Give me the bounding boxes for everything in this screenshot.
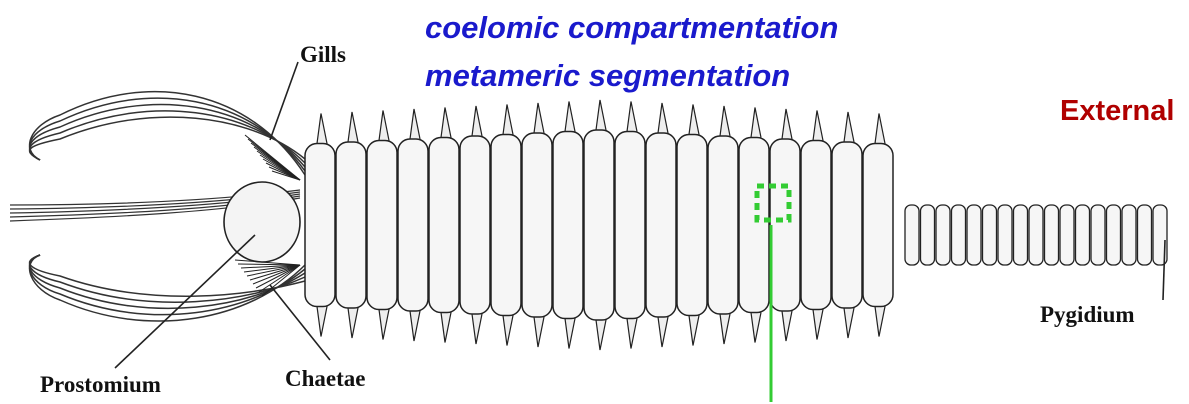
segment: [677, 135, 707, 316]
tail-segment: [1029, 205, 1043, 265]
parapodium: [689, 105, 699, 135]
parapodium: [534, 317, 544, 347]
tail-segment: [1014, 205, 1028, 265]
tail-segment: [1122, 205, 1136, 265]
parapodium: [627, 102, 637, 132]
parapodium: [379, 310, 389, 340]
worm-drawing: [10, 92, 1167, 350]
segment: [863, 144, 893, 307]
parapodium: [379, 111, 389, 141]
gills-label: Gills: [300, 42, 346, 67]
parapodium: [689, 316, 699, 346]
prostomium-label: Prostomium: [40, 372, 161, 397]
tail-segment: [1138, 205, 1152, 265]
parapodium: [875, 307, 885, 337]
segment: [615, 132, 645, 319]
tail-segment: [1091, 205, 1105, 265]
segment: [429, 138, 459, 313]
parapodium: [348, 308, 358, 338]
parapodium: [782, 311, 792, 341]
tail-segment: [998, 205, 1012, 265]
segment: [398, 139, 428, 311]
segment: [522, 133, 552, 317]
tail-segment: [921, 205, 935, 265]
tail-segment: [952, 205, 966, 265]
segment: [770, 139, 800, 311]
parapodium: [813, 310, 823, 340]
segment: [739, 138, 769, 313]
segment: [553, 132, 583, 319]
tail-segment: [967, 205, 981, 265]
segment: [460, 136, 490, 314]
tail-segment: [936, 205, 950, 265]
parapodium: [720, 314, 730, 344]
parapodium: [782, 109, 792, 139]
tail-segment: [905, 205, 919, 265]
segment: [584, 130, 614, 320]
section-label: External: [1060, 95, 1174, 127]
segment: [305, 144, 335, 307]
parapodium: [565, 319, 575, 349]
segment: [367, 141, 397, 310]
parapodium: [565, 102, 575, 132]
segment: [336, 142, 366, 308]
parapodium: [844, 308, 854, 338]
tail-segment: [983, 205, 997, 265]
parapodium: [317, 114, 327, 144]
diagram: coelomic compartmentation metameric segm…: [0, 0, 1189, 404]
parapodium: [317, 307, 327, 337]
parapodium: [720, 106, 730, 136]
parapodium: [441, 313, 451, 343]
parapodium: [844, 112, 854, 142]
prostomium: [224, 182, 300, 262]
segment: [708, 136, 738, 314]
segment: [832, 142, 862, 308]
heading: metameric segmentation: [425, 58, 790, 93]
parapodium: [410, 311, 420, 341]
parapodium: [503, 316, 513, 346]
parapodium: [348, 112, 358, 142]
parapodium: [658, 103, 668, 133]
parapodium: [627, 319, 637, 349]
tail-segment: [1076, 205, 1090, 265]
parapodium: [813, 111, 823, 141]
pygidium-label: Pygidium: [1040, 302, 1135, 327]
chaeta: [262, 265, 300, 296]
chaetae-label: Chaetae: [285, 366, 365, 391]
parapodium: [503, 105, 513, 135]
parapodium: [596, 320, 606, 350]
segment: [491, 135, 521, 316]
parapodium: [751, 313, 761, 343]
parapodium: [875, 114, 885, 144]
gills-pointer: [270, 62, 298, 140]
segment: [801, 141, 831, 310]
tail-segment: [1060, 205, 1074, 265]
parapodium: [472, 106, 482, 136]
parapodium: [751, 108, 761, 138]
tail-segment: [1045, 205, 1059, 265]
heading: coelomic compartmentation: [425, 10, 838, 45]
parapodium: [441, 108, 451, 138]
parapodium: [534, 103, 544, 133]
parapodium: [410, 109, 420, 139]
tail-segment: [1107, 205, 1121, 265]
segment: [646, 133, 676, 317]
gill: [30, 255, 305, 308]
parapodium: [596, 100, 606, 130]
parapodium: [658, 317, 668, 347]
parapodium: [472, 314, 482, 344]
